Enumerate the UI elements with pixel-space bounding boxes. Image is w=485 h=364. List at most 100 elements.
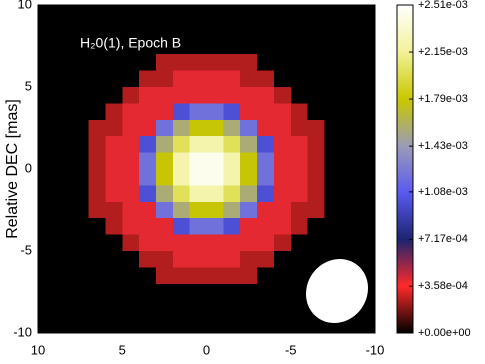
cell bbox=[273, 37, 292, 55]
cell bbox=[257, 234, 275, 252]
cell bbox=[307, 103, 326, 121]
cell bbox=[358, 54, 375, 72]
cell bbox=[358, 169, 375, 186]
cell bbox=[341, 119, 359, 137]
cell bbox=[155, 103, 174, 121]
cell bbox=[324, 185, 342, 203]
cell bbox=[88, 251, 106, 268]
cell bbox=[155, 267, 174, 285]
cell bbox=[307, 185, 326, 203]
cell bbox=[206, 251, 224, 268]
cell bbox=[139, 201, 157, 219]
cell bbox=[257, 218, 275, 236]
cell bbox=[307, 5, 326, 22]
cell bbox=[122, 152, 140, 170]
cell bbox=[257, 87, 275, 104]
cell bbox=[223, 201, 241, 219]
cell bbox=[240, 316, 258, 333]
cell bbox=[172, 218, 191, 236]
cell bbox=[324, 119, 342, 137]
cell bbox=[105, 37, 123, 55]
cell bbox=[88, 185, 106, 203]
cell bbox=[189, 267, 208, 285]
cell bbox=[257, 251, 275, 268]
cell bbox=[358, 251, 375, 268]
cell bbox=[122, 5, 140, 22]
cell bbox=[206, 119, 224, 137]
cell bbox=[139, 5, 157, 22]
cell bbox=[257, 21, 275, 39]
cell bbox=[172, 54, 191, 72]
cell bbox=[206, 21, 224, 39]
cell bbox=[206, 87, 224, 104]
cell bbox=[206, 70, 224, 88]
cell bbox=[71, 21, 90, 39]
cell bbox=[324, 37, 342, 55]
cell bbox=[54, 87, 73, 104]
cell bbox=[38, 185, 56, 203]
cell bbox=[223, 251, 241, 268]
cell bbox=[223, 5, 241, 22]
cell bbox=[172, 267, 191, 285]
cell bbox=[139, 251, 157, 268]
cell bbox=[290, 54, 309, 72]
cell bbox=[105, 103, 123, 121]
cell bbox=[206, 283, 224, 301]
cell bbox=[122, 234, 140, 252]
cell bbox=[122, 70, 140, 88]
cell bbox=[172, 37, 191, 55]
colorbar-tick-label: +1.08e-03 bbox=[418, 186, 468, 198]
cell bbox=[257, 283, 275, 301]
cell bbox=[273, 70, 292, 88]
cell bbox=[358, 136, 375, 154]
cell bbox=[88, 169, 106, 186]
cell bbox=[71, 103, 90, 121]
colorbar-tick-label: +1.43e-03 bbox=[418, 140, 468, 152]
cell bbox=[71, 234, 90, 252]
cell bbox=[324, 201, 342, 219]
cell bbox=[307, 152, 326, 170]
cell bbox=[358, 103, 375, 121]
cell bbox=[105, 234, 123, 252]
cell bbox=[139, 37, 157, 55]
cell bbox=[257, 185, 275, 203]
cell bbox=[257, 103, 275, 121]
cell bbox=[223, 152, 241, 170]
cell bbox=[122, 185, 140, 203]
cell bbox=[223, 169, 241, 186]
cell bbox=[290, 21, 309, 39]
cell bbox=[139, 103, 157, 121]
cell bbox=[139, 283, 157, 301]
cell bbox=[105, 119, 123, 137]
cell bbox=[54, 234, 73, 252]
cell bbox=[155, 316, 174, 333]
cell bbox=[155, 218, 174, 236]
cell bbox=[122, 37, 140, 55]
cell bbox=[122, 103, 140, 121]
cell bbox=[223, 103, 241, 121]
cell bbox=[290, 70, 309, 88]
cell bbox=[341, 5, 359, 22]
cell bbox=[290, 152, 309, 170]
cell bbox=[358, 201, 375, 219]
cell bbox=[105, 316, 123, 333]
cell bbox=[139, 169, 157, 186]
cell bbox=[88, 152, 106, 170]
cell bbox=[122, 169, 140, 186]
cell bbox=[172, 152, 191, 170]
y-tick-label: -10 bbox=[13, 324, 32, 339]
cell bbox=[189, 218, 208, 236]
cell bbox=[54, 316, 73, 333]
cell bbox=[54, 201, 73, 219]
cell bbox=[155, 119, 174, 137]
cell bbox=[88, 21, 106, 39]
cell bbox=[189, 185, 208, 203]
cell bbox=[240, 283, 258, 301]
cell bbox=[139, 21, 157, 39]
cell bbox=[341, 136, 359, 154]
colorbar-tick-label: +2.15e-03 bbox=[418, 46, 468, 58]
cell bbox=[290, 185, 309, 203]
cell bbox=[290, 316, 309, 333]
cell bbox=[341, 37, 359, 55]
